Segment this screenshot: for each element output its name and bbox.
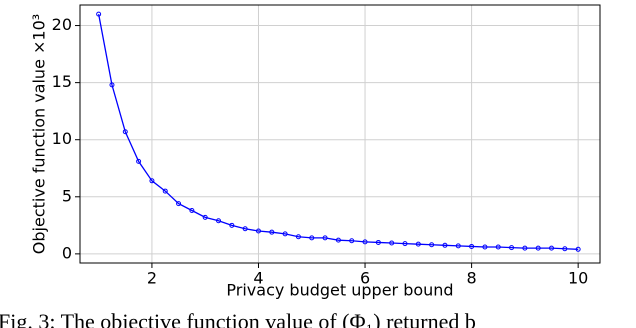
marker [229, 222, 235, 228]
marker [216, 218, 222, 224]
caption: Fig. 3: The objective function value of … [0, 309, 476, 328]
marker [242, 226, 248, 232]
marker [362, 239, 368, 245]
marker [389, 240, 395, 246]
marker [535, 245, 541, 251]
marker [162, 188, 168, 194]
x-tick-label: 2 [147, 269, 157, 288]
marker [509, 245, 515, 251]
marker [455, 243, 461, 249]
marker [189, 207, 195, 213]
marker [349, 238, 355, 244]
y-axis-label: Objective function value ×10³ [30, 14, 49, 254]
marker [415, 241, 421, 247]
marker [375, 239, 381, 245]
y-tick-label: 0 [62, 243, 72, 262]
marker [322, 235, 328, 241]
marker [495, 244, 501, 250]
marker [482, 244, 488, 250]
marker [96, 11, 102, 17]
y-tick-label: 5 [62, 186, 72, 205]
y-tick-label: 20 [52, 15, 72, 34]
marker [335, 237, 341, 243]
marker [109, 82, 115, 88]
marker [575, 246, 581, 252]
marker [269, 229, 275, 235]
x-tick-label: 6 [360, 269, 370, 288]
line [98, 14, 579, 250]
marker [295, 234, 301, 240]
y-tick-label: 10 [52, 129, 72, 148]
marker [255, 228, 261, 234]
marker [469, 243, 475, 249]
marker [176, 201, 182, 207]
marker [402, 241, 408, 247]
marker [282, 231, 288, 237]
marker [562, 246, 568, 252]
marker [136, 158, 142, 164]
marker [202, 214, 208, 220]
x-tick-label: 10 [568, 269, 588, 288]
x-axis-label: Privacy budget upper bound [226, 281, 453, 300]
marker [122, 129, 128, 135]
y-tick-label: 15 [52, 72, 72, 91]
marker [442, 242, 448, 248]
marker [429, 242, 435, 248]
x-tick-label: 4 [253, 269, 263, 288]
marker [522, 245, 528, 251]
plot-frame [79, 4, 601, 264]
marker [549, 245, 555, 251]
marker [309, 235, 315, 241]
marker [149, 178, 155, 184]
x-tick-label: 8 [467, 269, 477, 288]
